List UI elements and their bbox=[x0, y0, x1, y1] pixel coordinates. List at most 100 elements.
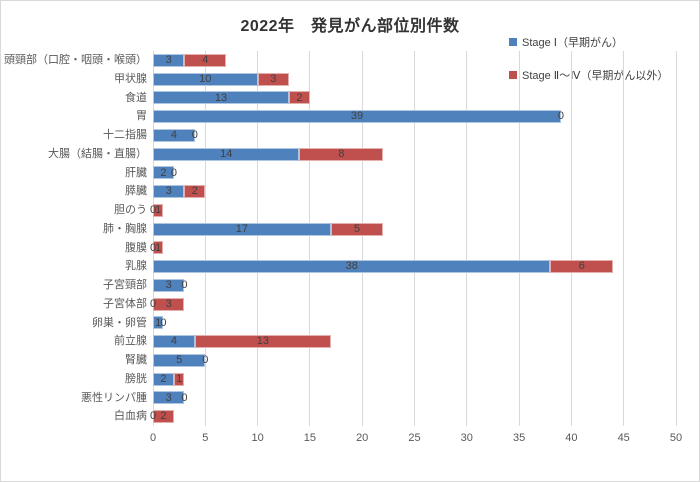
chart-row: 白血病 0 2 bbox=[114, 407, 676, 426]
data-label: 0 bbox=[149, 204, 157, 216]
chart-row: 卵巣・卵管 1 0 bbox=[92, 314, 676, 333]
bar-segment-stage1 bbox=[153, 110, 561, 124]
data-label: 1 bbox=[155, 204, 162, 216]
bar-segment-stage2 bbox=[257, 72, 289, 86]
bar-segment-stage1 bbox=[153, 91, 289, 105]
chart-row: 肝臓 2 0 bbox=[125, 164, 676, 183]
chart-row: 腹膜 0 1 bbox=[125, 239, 676, 258]
data-label: 0 bbox=[149, 410, 157, 423]
x-tick-label: 25 bbox=[408, 432, 421, 444]
data-label: 0 bbox=[191, 129, 198, 141]
legend-marker-stage1-icon bbox=[509, 38, 517, 46]
chart-row: 大腸（結腸・直腸） 14 8 bbox=[48, 145, 676, 164]
bar-segment-stage2 bbox=[184, 185, 206, 199]
bar-segment-stage2 bbox=[288, 91, 310, 105]
chart-row: 十二指腸 4 0 bbox=[103, 126, 676, 145]
chart-row: 胆のう 0 1 bbox=[114, 201, 676, 220]
chart-row: 甲状腺 10 3 bbox=[114, 70, 676, 89]
bar-segment-stage2 bbox=[299, 147, 384, 161]
category-label: 肝臓 bbox=[125, 166, 147, 179]
data-label: 14 bbox=[220, 147, 233, 160]
category-label: 胃 bbox=[136, 110, 147, 123]
x-tick-label: 20 bbox=[356, 432, 369, 444]
chart-row: 前立腺 4 13 bbox=[114, 332, 676, 351]
category-label: 前立腺 bbox=[114, 335, 147, 348]
plot-area: 頭頸部（口腔・咽頭・喉頭） 3 4 甲状腺 10 3 食道 13 2 胃 39 0 十二指腸 4 0 大腸（結… bbox=[4, 51, 682, 444]
data-label: 1 bbox=[155, 316, 162, 329]
category-label: 膵臓 bbox=[125, 185, 147, 198]
x-tick-label: 40 bbox=[565, 432, 578, 444]
gridline bbox=[518, 51, 520, 426]
bar-segment-stage2 bbox=[173, 372, 185, 386]
gridline bbox=[309, 51, 311, 426]
chart-row: 乳腺 38 6 bbox=[125, 257, 676, 276]
x-tick-label: 45 bbox=[617, 432, 630, 444]
legend-marker-stage2-icon bbox=[509, 71, 517, 79]
chart-title: 2022年 発見がん部位別件数 bbox=[240, 18, 460, 35]
data-label: 1 bbox=[155, 241, 162, 254]
gridline bbox=[623, 51, 625, 426]
data-label: 10 bbox=[199, 72, 212, 85]
category-label: 胆のう bbox=[114, 204, 147, 216]
chart-row: 食道 13 2 bbox=[125, 89, 676, 108]
x-tick-label: 5 bbox=[202, 432, 209, 444]
bar-segment-stage1 bbox=[153, 260, 551, 274]
category-label: 十二指腸 bbox=[103, 129, 147, 141]
bar-segment-stage1 bbox=[153, 391, 185, 405]
bar-segment-stage1 bbox=[153, 353, 206, 367]
data-label: 0 bbox=[170, 166, 177, 179]
gridline bbox=[257, 51, 259, 426]
data-label: 0 bbox=[181, 391, 188, 404]
data-label: 3 bbox=[165, 391, 172, 404]
legend-item-stage2: Stage Ⅱ～Ⅳ（早期がん以外） bbox=[509, 67, 668, 83]
bar-segment-stage1 bbox=[153, 372, 174, 386]
data-label: 1 bbox=[176, 372, 183, 385]
data-label: 38 bbox=[345, 260, 358, 273]
data-label: 13 bbox=[214, 91, 228, 104]
bar-segment-stage1 bbox=[153, 53, 185, 67]
data-label: 0 bbox=[149, 241, 157, 254]
data-label: 13 bbox=[256, 335, 269, 348]
data-label: 4 bbox=[170, 335, 177, 348]
data-label: 6 bbox=[578, 260, 585, 273]
category-label: 腹膜 bbox=[125, 241, 147, 254]
chart-row: 悪性リンパ腫 3 0 bbox=[81, 389, 676, 408]
category-label: 悪性リンパ腫 bbox=[81, 391, 147, 404]
data-label: 3 bbox=[165, 297, 172, 310]
data-label: 2 bbox=[160, 372, 167, 385]
bar-segment-stage1 bbox=[153, 128, 195, 142]
category-label: 頭頸部（口腔・咽頭・喉頭） bbox=[4, 54, 147, 66]
x-tick-label: 35 bbox=[512, 432, 526, 444]
bar-segment-stage1 bbox=[153, 185, 185, 199]
bar-segment-stage2 bbox=[153, 410, 174, 424]
legend-label-stage1: Stage Ⅰ（早期がん） bbox=[522, 37, 624, 49]
chart-row: 子宮体部 0 3 bbox=[103, 295, 676, 314]
data-label: 17 bbox=[235, 222, 249, 235]
data-label: 0 bbox=[557, 110, 564, 123]
category-label: 卵巣・卵管 bbox=[92, 316, 147, 329]
x-tick-label: 10 bbox=[251, 432, 264, 444]
gridline bbox=[152, 51, 154, 426]
data-label: 4 bbox=[170, 129, 177, 141]
data-label: 8 bbox=[338, 147, 345, 160]
category-label: 肺・胸腺 bbox=[103, 222, 147, 235]
data-label: 2 bbox=[160, 166, 167, 179]
category-label: 子宮頸部 bbox=[103, 279, 147, 291]
bar-segment-stage2 bbox=[153, 297, 185, 311]
chart-row: 頭頸部（口腔・咽頭・喉頭） 3 4 bbox=[4, 51, 676, 70]
bar-segment-stage1 bbox=[153, 147, 300, 161]
category-label: 食道 bbox=[125, 91, 147, 104]
bar-segment-stage2 bbox=[184, 53, 227, 67]
category-label: 白血病 bbox=[114, 410, 147, 423]
bar-segment-stage1 bbox=[153, 72, 258, 86]
bar-segment-stage1 bbox=[153, 278, 185, 292]
bar-segment-stage1 bbox=[153, 335, 195, 349]
chart-row: 胃 39 0 bbox=[136, 107, 676, 126]
data-label: 2 bbox=[296, 91, 303, 104]
x-tick-label: 50 bbox=[669, 432, 683, 444]
data-label: 0 bbox=[181, 279, 188, 291]
data-label: 0 bbox=[202, 354, 209, 366]
category-label: 膀胱 bbox=[125, 372, 147, 385]
gridline bbox=[675, 51, 677, 426]
